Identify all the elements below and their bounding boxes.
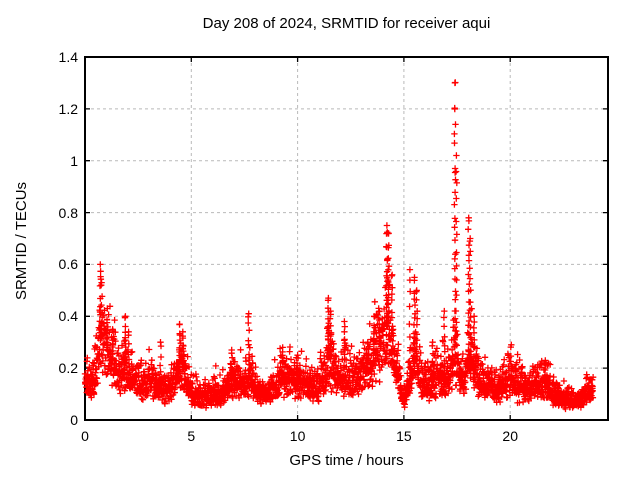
plot-border (84, 56, 609, 421)
y-tick-label: 1.4 (58, 49, 78, 65)
y-tick-label: 0.2 (58, 360, 78, 377)
x-tick-label: 0 (81, 428, 89, 444)
tick-marks (84, 56, 608, 421)
grid-lines (85, 57, 608, 420)
y-tick-label: 0.8 (58, 204, 78, 221)
y-tick-label: 1 (70, 152, 78, 169)
x-tick-label: 10 (289, 428, 306, 444)
y-tick-label: 0 (70, 412, 78, 428)
x-tick-label: 15 (396, 428, 412, 444)
y-tick-label: 0.4 (58, 308, 78, 325)
data-points (81, 79, 597, 413)
y-tick-label: 1.2 (58, 100, 78, 117)
y-tick-label: 0.6 (58, 256, 78, 273)
x-tick-label: 5 (187, 428, 196, 444)
x-tick-label: 20 (502, 428, 518, 444)
chart-title: Day 208 of 2024, SRMTID for receiver aqu… (202, 15, 491, 32)
x-axis-label: GPS time / hours (289, 452, 404, 469)
